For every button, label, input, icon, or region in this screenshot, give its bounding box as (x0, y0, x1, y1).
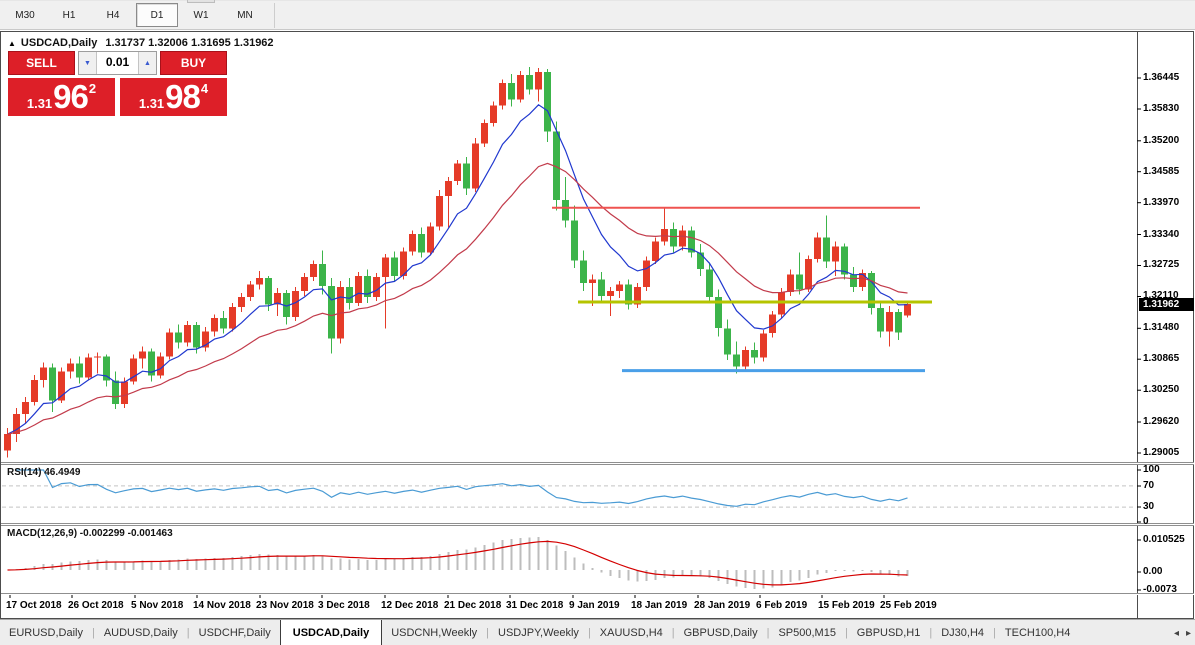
symbol-tab-bar: EURUSD,Daily | AUDUSD,Daily | USDCHF,Daily US… (0, 619, 1195, 645)
rsi-label: RSI(14) 46.4949 (7, 467, 81, 478)
macd-axis-label: 0.00 (1143, 566, 1163, 577)
price-axis-label: 1.30250 (1143, 384, 1180, 395)
date-axis-label: 26 Oct 2018 (68, 600, 124, 611)
tab-separator: | (186, 626, 190, 639)
rsi-axis-label: 70 (1143, 480, 1155, 491)
price-axis-label: 1.29620 (1143, 416, 1180, 427)
price-axis-label: 1.33970 (1143, 197, 1180, 208)
date-axis-label: 3 Dec 2018 (318, 600, 370, 611)
volume-spinner: ▼ 0.01 ▲ (78, 51, 157, 75)
volume-input[interactable]: 0.01 (105, 55, 130, 69)
macd-axis-label: -0.0073 (1143, 584, 1177, 595)
timeframe-button-m30[interactable]: M30 (15, 9, 35, 21)
chart-ohlc-values: 1.31737 1.32006 1.31695 1.31962 (105, 37, 274, 49)
bid-price-prefix: 1.31 (26, 96, 53, 111)
buy-button[interactable]: BUY (160, 51, 227, 75)
timeframe-button-d1[interactable]: D1 (136, 3, 178, 27)
timeframe-buttons: M30 H1 H4 D1 W1 MN (3, 3, 267, 27)
main-rsi-separator[interactable] (1, 462, 1194, 465)
tab-usdchf-daily[interactable]: USDCHF,Daily (198, 626, 271, 639)
tab-separator: | (91, 626, 95, 639)
tab-separator: | (993, 626, 996, 639)
tab-tech100-h4[interactable]: TECH100,H4 (1004, 626, 1071, 639)
tab-eurusd-daily[interactable]: EURUSD,Daily (9, 626, 83, 639)
chart-symbol-period: USDCAD,Daily (20, 37, 98, 49)
tab-gbpusd-h1[interactable]: GBPUSD,H1 (856, 626, 921, 639)
date-axis-label: 12 Dec 2018 (381, 600, 439, 611)
timeframe-button-h1[interactable]: H1 (62, 9, 76, 21)
symbol-tabs: EURUSD,Daily | AUDUSD,Daily | USDCHF,Daily US… (0, 620, 1158, 645)
volume-increase-icon[interactable]: ▲ (138, 52, 156, 74)
one-click-trading-widget: SELL ▼ 0.01 ▲ BUY 1.31 96 2 1.31 98 4 (8, 51, 227, 116)
date-axis-label: 9 Jan 2019 (569, 600, 620, 611)
bid-price-tile[interactable]: 1.31 96 2 (8, 78, 115, 116)
date-axis-label: 25 Feb 2019 (880, 600, 937, 611)
rsi-axis-label: 30 (1143, 501, 1155, 512)
macd-label: MACD(12,26,9) -0.002299 -0.001463 (7, 528, 173, 539)
date-axis-label: 23 Nov 2018 (256, 600, 314, 611)
timeframe-toolbar: M30 H1 H4 D1 W1 MN (0, 0, 1195, 30)
tab-separator: | (486, 626, 490, 639)
date-axis-label: 21 Dec 2018 (444, 600, 502, 611)
date-axis-label: 31 Dec 2018 (506, 600, 564, 611)
price-axis-label: 1.29005 (1143, 447, 1180, 458)
timeframe-button-h4[interactable]: H4 (106, 9, 120, 21)
timeframe-button-w1[interactable]: W1 (193, 9, 209, 21)
ask-price-tile[interactable]: 1.31 98 4 (120, 78, 227, 116)
date-axis-label: 28 Jan 2019 (694, 600, 751, 611)
tab-separator: | (929, 626, 933, 639)
bid-price-pip: 2 (88, 81, 97, 96)
tab-separator: | (766, 626, 770, 639)
date-axis-label: 18 Jan 2019 (631, 600, 688, 611)
tab-sp500-m15[interactable]: SP500,M15 (778, 626, 836, 639)
tab-scroll-right-icon[interactable]: ▸ (1185, 627, 1191, 639)
chart-title: ▲ USDCAD,Daily 1.31737 1.32006 1.31695 1… (8, 37, 274, 49)
rsi-macd-separator[interactable] (1, 523, 1194, 526)
date-axis-label: 5 Nov 2018 (131, 600, 184, 611)
symbol-collapse-icon[interactable]: ▲ (8, 38, 16, 48)
date-axis-label: 6 Feb 2019 (756, 600, 808, 611)
date-axis-label: 14 Nov 2018 (193, 600, 251, 611)
price-axis-label: 1.35830 (1143, 103, 1180, 114)
ask-price-prefix: 1.31 (138, 96, 165, 111)
date-axis-label: 17 Oct 2018 (6, 600, 62, 611)
price-axis-label: 1.33340 (1143, 229, 1180, 240)
sell-button[interactable]: SELL (8, 51, 75, 75)
tab-usdcad-daily[interactable]: USDCAD,Daily (279, 620, 383, 645)
price-axis-label: 1.36445 (1143, 72, 1180, 83)
price-axis-label: 1.35200 (1143, 135, 1180, 146)
tab-separator: | (587, 626, 591, 639)
tab-separator: | (671, 626, 675, 639)
price-axis-label: 1.31480 (1143, 322, 1180, 333)
date-axis-label: 15 Feb 2019 (818, 600, 875, 611)
tab-audusd-daily[interactable]: AUDUSD,Daily (103, 626, 178, 639)
tab-scroll-arrows: ◂ ▸ (1174, 620, 1191, 645)
tab-dj30-h4[interactable]: DJ30,H4 (941, 626, 985, 639)
tab-usdjpy-weekly[interactable]: USDJPY,Weekly (498, 626, 579, 639)
tab-separator: | (844, 626, 848, 639)
price-axis-label: 1.32110 (1143, 290, 1179, 301)
ask-price-pip: 4 (200, 81, 209, 96)
toolbar-drag-handle[interactable] (187, 0, 215, 3)
current-price-tag: 1.31962 (1139, 298, 1194, 311)
chart-window[interactable] (0, 31, 1194, 619)
bid-price-big: 96 (53, 78, 89, 115)
macd-axis-label: 0.010525 (1143, 534, 1185, 545)
rsi-axis-label: 0 (1143, 516, 1149, 527)
timeframe-button-mn[interactable]: MN (237, 9, 253, 21)
rsi-axis-label: 100 (1143, 464, 1160, 475)
price-axis-label: 1.32725 (1143, 259, 1180, 270)
price-axis-separator (1137, 32, 1138, 618)
price-axis-label: 1.30865 (1143, 353, 1180, 364)
ask-price-big: 98 (165, 78, 201, 115)
toolbar-separator (274, 2, 275, 28)
tab-usdcnh-weekly[interactable]: USDCNH,Weekly (391, 626, 478, 639)
tab-xauusd-h4[interactable]: XAUUSD,H4 (599, 626, 663, 639)
volume-decrease-icon[interactable]: ▼ (79, 52, 97, 74)
macd-date-separator (1, 593, 1194, 595)
tab-scroll-left-icon[interactable]: ◂ (1173, 627, 1179, 639)
tab-gbpusd-daily[interactable]: GBPUSD,Daily (683, 626, 758, 639)
price-axis-label: 1.34585 (1143, 166, 1180, 177)
